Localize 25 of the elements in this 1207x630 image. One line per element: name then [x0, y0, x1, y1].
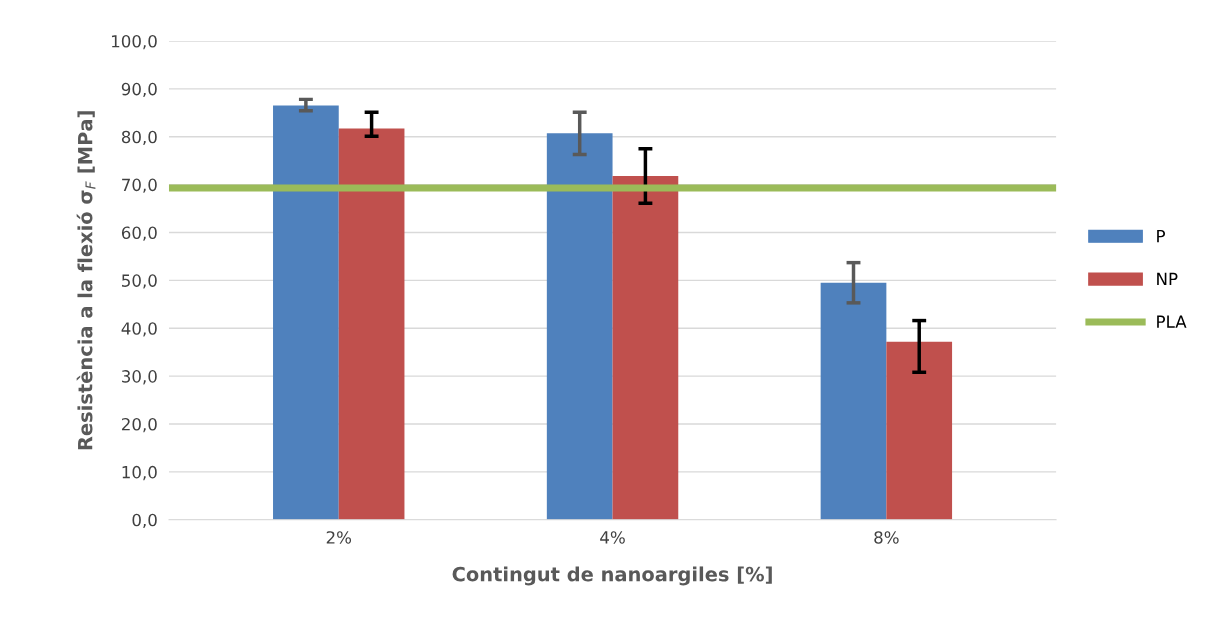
- bar: [273, 105, 339, 520]
- y-tick-label: 100,0: [111, 34, 157, 50]
- y-tick-label: 20,0: [121, 417, 157, 433]
- y-tick-label: 50,0: [122, 274, 157, 289]
- x-tick-label: 2%: [326, 531, 352, 544]
- bar: [546, 133, 613, 520]
- y-tick-label: 30,0: [122, 370, 157, 385]
- y-tick-label: 80,0: [121, 130, 157, 145]
- legend-label: P: [1157, 230, 1166, 243]
- x-tick-label: 4%: [600, 531, 625, 544]
- legend-label: NP: [1157, 272, 1178, 285]
- bar: [886, 341, 953, 520]
- legend-label: PLA: [1157, 315, 1187, 328]
- y-tick-label: 60,0: [121, 226, 157, 241]
- y-tick-label: 70,0: [122, 178, 157, 193]
- bar: [338, 128, 405, 520]
- y-axis-title: Resistència a la flexió σ$_{F}$ [MPa]: [76, 111, 96, 450]
- y-tick-label: 90,0: [121, 82, 157, 98]
- bar: [612, 175, 679, 520]
- y-tick-label: 40,0: [121, 322, 157, 337]
- x-axis-title: Contingut de nanoargiles [%]: [452, 566, 772, 586]
- y-tick-label: 10,0: [122, 465, 157, 481]
- x-tick-label: 8%: [874, 531, 899, 544]
- y-tick-label: 0,0: [132, 513, 157, 529]
- bar: [820, 282, 887, 520]
